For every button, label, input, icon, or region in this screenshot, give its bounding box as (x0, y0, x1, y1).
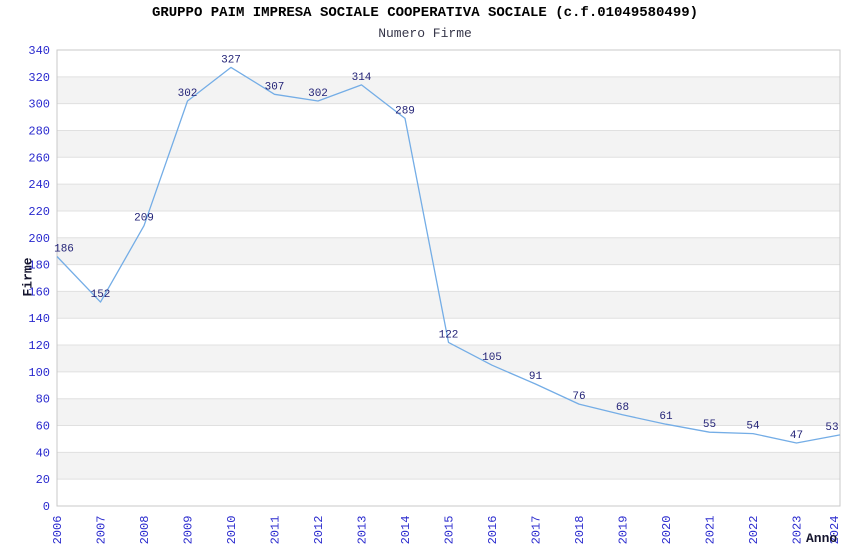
data-point-label: 61 (659, 411, 673, 423)
y-tick-label: 260 (28, 151, 50, 165)
plot-band (57, 76, 840, 104)
y-tick-label: 220 (28, 205, 50, 219)
y-tick-label: 300 (28, 98, 50, 112)
x-tick-label: 2021 (704, 516, 718, 545)
plot-band (57, 237, 840, 265)
data-point-label: 53 (825, 422, 838, 434)
y-tick-label: 20 (36, 473, 50, 487)
x-tick-label: 2007 (95, 516, 109, 545)
y-tick-label: 240 (28, 178, 50, 192)
y-tick-label: 120 (28, 339, 50, 353)
x-tick-label: 2012 (312, 516, 326, 545)
data-point-label: 327 (221, 54, 241, 66)
y-tick-label: 80 (36, 393, 50, 407)
y-tick-label: 160 (28, 285, 50, 299)
x-tick-label: 2014 (399, 516, 413, 545)
x-tick-label: 2013 (356, 516, 370, 545)
x-axis-title: Anno (806, 531, 838, 546)
y-tick-label: 40 (36, 446, 50, 460)
x-tick-label: 2017 (530, 516, 544, 545)
plot-band (57, 130, 840, 158)
data-point-label: 91 (529, 371, 543, 383)
x-tick-label: 2023 (791, 516, 805, 545)
data-point-label: 307 (265, 81, 285, 93)
x-tick-label: 2015 (443, 516, 457, 545)
y-tick-label: 0 (43, 500, 50, 514)
x-tick-label: 2019 (617, 516, 631, 545)
x-tick-label: 2008 (138, 516, 152, 545)
y-tick-label: 320 (28, 71, 50, 85)
plot-border (56, 49, 841, 507)
x-tick-label: 2018 (573, 516, 587, 545)
data-point-label: 302 (178, 88, 198, 100)
data-point-label: 54 (746, 421, 760, 433)
plot-band (57, 184, 840, 211)
y-tick-label: 180 (28, 259, 50, 273)
y-axis-title: Firme (20, 257, 36, 297)
plot-band (57, 398, 840, 426)
y-tick-label: 200 (28, 232, 50, 246)
plot-band (57, 291, 840, 319)
y-tick-label: 100 (28, 366, 50, 380)
data-point-label: 186 (54, 244, 74, 256)
data-point-label: 122 (439, 329, 459, 341)
plot-band (57, 345, 840, 372)
data-point-label: 76 (572, 391, 585, 403)
y-tick-label: 340 (28, 44, 50, 58)
data-line (56, 66, 841, 444)
data-point-label: 47 (790, 430, 803, 442)
data-point-label: 209 (134, 213, 154, 225)
y-tick-label: 280 (28, 125, 50, 139)
x-tick-label: 2010 (225, 516, 239, 545)
x-tick-label: 2011 (269, 516, 283, 545)
data-point-label: 68 (616, 402, 629, 414)
data-point-label: 152 (91, 289, 111, 301)
chart-title: GRUPPO PAIM IMPRESA SOCIALE COOPERATIVA … (151, 5, 699, 21)
data-point-label: 55 (703, 419, 716, 431)
x-tick-label: 2022 (747, 516, 761, 545)
data-point-label: 289 (395, 105, 415, 117)
y-tick-label: 60 (36, 420, 50, 434)
x-tick-label: 2009 (182, 516, 196, 545)
x-tick-label: 2006 (51, 516, 65, 545)
x-tick-label: 2024 (828, 516, 842, 545)
data-point-label: 105 (482, 352, 502, 364)
data-point-label: 314 (352, 72, 372, 84)
x-tick-label: 2016 (486, 516, 500, 545)
plot-band (57, 452, 840, 480)
x-tick-label: 2020 (660, 516, 674, 545)
data-point-label: 302 (308, 88, 328, 100)
y-tick-label: 140 (28, 312, 50, 326)
chart-subtitle: Numero Firme (378, 26, 472, 41)
